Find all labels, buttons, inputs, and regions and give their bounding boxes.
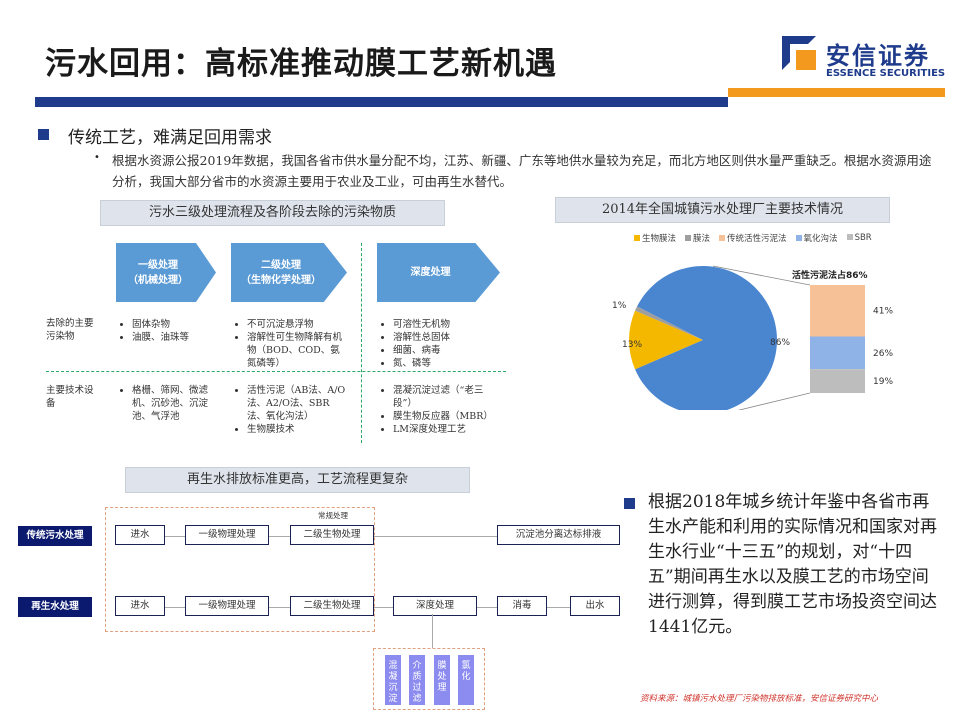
segment-label: 26% [873,349,893,359]
pie-slice [635,266,777,410]
flow-arrow [477,607,497,608]
flow-arrow [165,607,185,608]
section-heading: 传统工艺，难满足回用需求 [68,128,272,148]
slice-label: 1% [612,301,627,311]
header-bar [35,97,728,107]
slice-label: 86% [770,338,790,348]
section-bullet: 根据水资源公报2019年数据，我国各省市供水量分配不均，江苏、新疆、广东等地供水… [112,153,932,189]
flow-arrow [547,607,570,608]
connector [432,614,433,648]
market-text: 根据2018年城乡统计年鉴中各省市再生水产能和利用的实际情况和国家对再生水行业“… [648,492,937,637]
flow-arrow [269,536,290,537]
flow-step: 二级生物处理 [290,525,374,545]
legend-item: 氧化沟法 [795,232,838,244]
flow-arrow [269,607,290,608]
connector-line [712,265,811,286]
chart-title: 2014年全国城镇污水处理厂主要技术情况 [555,197,890,223]
flow-caption: 再生水排放标准更高，工艺流程更复杂 [125,467,470,493]
conventional-group [105,507,375,632]
flow-step: 深度处理 [393,596,477,616]
row-label-pollutants: 去除的主要污染物 [46,318,94,342]
flow-step: 沉淀池分离达标排液 [497,525,620,545]
legend-item: 传统活性污泥法 [719,232,787,244]
flow-step: 出水 [570,596,620,616]
flow-step: 进水 [115,596,165,616]
divider [46,371,506,372]
flow-arrow [165,536,185,537]
flow-step: 一级物理处理 [185,596,269,616]
flow-step: 进水 [115,525,165,545]
breakdown-segment [810,336,865,370]
flow-arrow [374,607,393,608]
page-title: 污水回用：高标准推动膜工艺新机遇 [45,46,557,82]
stage-3-equipment: 混凝沉淀过滤（“老三段”）膜生物反应器（MBR）LM深度处理工艺 [383,384,498,436]
conventional-label: 常规处理 [318,511,348,520]
header-accent-bar [728,88,945,97]
breakdown-title: 活性污泥法占86% [792,269,868,281]
row2-label: 再生水处理 [18,597,92,617]
stage-2-pollutants: 不可沉淀悬浮物溶解性可生物降解有机物（BOD、COD、氨氮磷等） [237,318,347,370]
source-note: 资料来源：城镇污水处理厂污染物排放标准，安信证券研究中心 [640,694,879,704]
advanced-step: 混凝沉淀 [385,655,401,705]
breakdown-segment [810,369,865,393]
flow-step: 二级生物处理 [290,596,374,616]
row-label-equipment: 主要技术设备 [46,385,94,409]
bullet-square-icon [38,129,49,140]
pie-slice [635,306,703,340]
pie-slice [629,310,703,370]
slice-label: 13% [622,340,642,350]
breakdown-segment [810,285,865,337]
bullet-square-icon [624,498,635,509]
stages-caption: 污水三级处理流程及各阶段去除的污染物质 [100,200,445,226]
segment-label: 19% [873,377,893,387]
flow-step: 一级物理处理 [185,525,269,545]
flow-arrow [374,536,497,537]
advanced-group [373,648,485,710]
stage-1-arrow: 一级处理 （机械处理） [116,243,216,302]
segment-label: 41% [873,307,893,317]
legend-item: 生物膜法 [634,232,676,244]
stage-3-arrow: 深度处理 [377,243,500,302]
stage-1-equipment: 格栅、筛网、微滤机、沉砂池、沉淀池、气浮池 [122,384,212,423]
stage-1-pollutants: 固体杂物油膜、油珠等 [122,318,212,344]
stage-2-equipment: 活性污泥（AB法、A/O法、A2/O法、SBR法、氧化沟法）生物膜技术 [237,384,347,436]
divider [361,243,362,443]
logo-mark-icon [782,36,816,70]
row1-label: 传统污水处理 [18,526,92,546]
connector-line [737,392,811,410]
pie-chart: 86% 13% 1% 活性污泥法占86% 41% 26% 19% [612,265,893,410]
flow-step: 消毒 [497,596,547,616]
advanced-step: 膜处理 [434,655,450,705]
legend-item: 膜法 [685,232,710,244]
advanced-step: 氯化 [458,655,474,705]
chart-legend: 生物膜法 膜法 传统活性污泥法 氧化沟法 SBR [634,232,872,244]
advanced-step: 介质过滤 [409,655,425,705]
stage-3-pollutants: 可溶性无机物溶解性总固体细菌、病毒氮、磷等 [383,318,493,370]
stage-2-arrow: 二级处理 （生物化学处理） [231,243,347,302]
bullet-dot-icon: • [94,152,100,163]
legend-item: SBR [846,233,872,243]
logo: 安信证券 ESSENCE SECURITIES [782,36,947,84]
